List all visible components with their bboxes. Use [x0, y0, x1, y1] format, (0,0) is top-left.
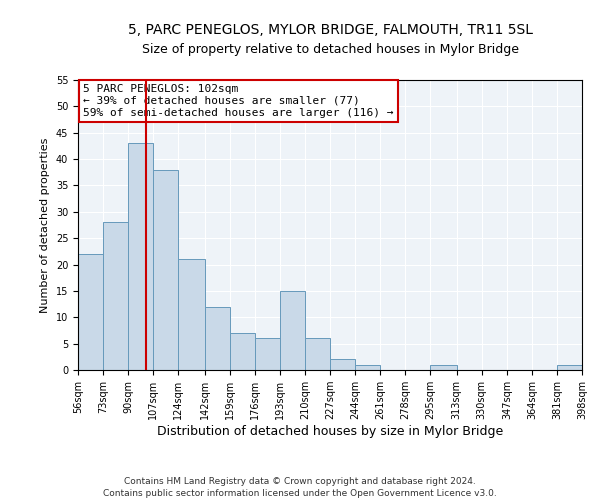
Bar: [128, 144, 153, 370]
Text: Size of property relative to detached houses in Mylor Bridge: Size of property relative to detached ho…: [142, 42, 518, 56]
Bar: [330, 360, 355, 370]
Bar: [255, 338, 280, 370]
Text: Contains public sector information licensed under the Open Government Licence v3: Contains public sector information licen…: [103, 489, 497, 498]
Bar: [305, 338, 330, 370]
Bar: [78, 254, 103, 370]
Y-axis label: Number of detached properties: Number of detached properties: [40, 138, 50, 312]
Bar: [557, 364, 582, 370]
Text: 5 PARC PENEGLOS: 102sqm
← 39% of detached houses are smaller (77)
59% of semi-de: 5 PARC PENEGLOS: 102sqm ← 39% of detache…: [83, 84, 394, 117]
Text: 5, PARC PENEGLOS, MYLOR BRIDGE, FALMOUTH, TR11 5SL: 5, PARC PENEGLOS, MYLOR BRIDGE, FALMOUTH…: [128, 22, 533, 36]
X-axis label: Distribution of detached houses by size in Mylor Bridge: Distribution of detached houses by size …: [157, 425, 503, 438]
Bar: [430, 364, 457, 370]
Bar: [178, 260, 205, 370]
Bar: [205, 306, 230, 370]
Text: Contains HM Land Registry data © Crown copyright and database right 2024.: Contains HM Land Registry data © Crown c…: [124, 478, 476, 486]
Bar: [230, 333, 255, 370]
Bar: [103, 222, 128, 370]
Bar: [153, 170, 178, 370]
Bar: [355, 364, 380, 370]
Bar: [280, 291, 305, 370]
